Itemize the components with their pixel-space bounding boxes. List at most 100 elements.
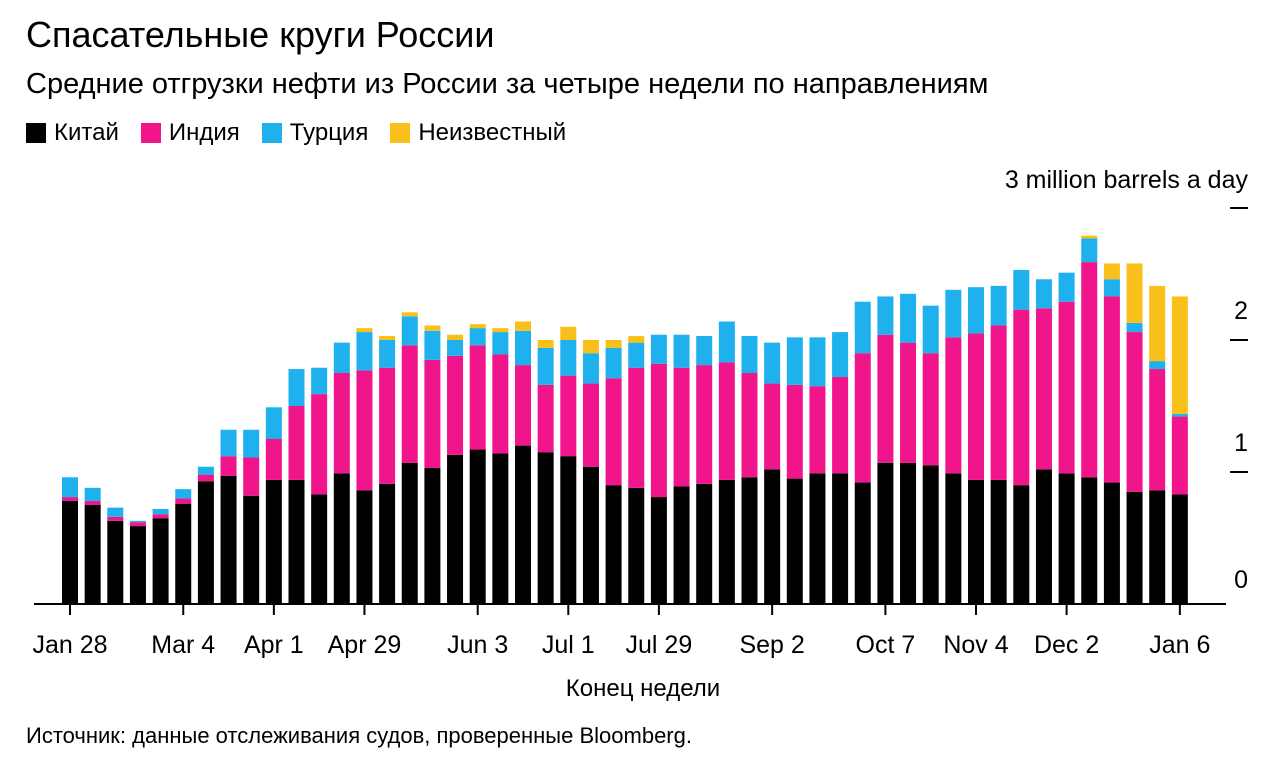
legend-item-turkey: Турция <box>261 119 369 147</box>
bar-india-19 <box>492 354 509 454</box>
bar-unknown-25 <box>628 336 645 343</box>
x-tick-label-49: Jan 6 <box>1149 631 1210 659</box>
bar-india-7 <box>220 456 237 476</box>
bar-unknown-15 <box>401 312 418 317</box>
bar-india-27 <box>673 367 690 487</box>
bar-china-40 <box>968 479 984 604</box>
bar-india-36 <box>877 334 894 463</box>
bar-turkey-19 <box>492 332 509 355</box>
x-tick-label-44: Dec 2 <box>1034 631 1099 659</box>
bar-india-20 <box>515 365 531 446</box>
x-tick-label-26: Jul 29 <box>626 631 693 659</box>
bar-turkey-26 <box>650 334 667 364</box>
x-tick-label-5: Mar 4 <box>151 631 215 659</box>
x-tick-label-13: Apr 29 <box>328 631 402 659</box>
bar-china-43 <box>1035 469 1052 604</box>
bar-india-22 <box>560 375 577 457</box>
bar-china-48 <box>1149 490 1166 604</box>
bar-china-11 <box>311 494 328 604</box>
chart-title: Спасательные круги России <box>26 14 495 55</box>
bar-india-11 <box>311 394 328 495</box>
bar-turkey-15 <box>401 316 418 346</box>
bar-turkey-8 <box>243 429 260 458</box>
legend-label-turkey: Турция <box>289 119 369 146</box>
bar-china-7 <box>220 475 237 604</box>
x-tick-label-31: Sep 2 <box>739 631 804 659</box>
bar-turkey-7 <box>220 429 237 457</box>
bar-unknown-21 <box>537 340 554 348</box>
bar-turkey-25 <box>628 342 645 368</box>
bar-india-2 <box>107 516 124 521</box>
bar-india-6 <box>197 474 214 482</box>
bar-turkey-44 <box>1058 272 1075 302</box>
bar-india-42 <box>1013 309 1030 486</box>
bar-india-40 <box>968 333 984 480</box>
bar-china-1 <box>84 505 101 604</box>
bar-china-12 <box>333 473 350 604</box>
bar-india-43 <box>1035 308 1052 470</box>
bar-turkey-28 <box>696 336 713 366</box>
bar-china-29 <box>718 479 735 604</box>
legend-swatch-india <box>140 123 161 143</box>
y-tick-label-2: 2 <box>1234 297 1248 325</box>
bar-turkey-6 <box>197 466 214 475</box>
bar-turkey-45 <box>1081 238 1098 263</box>
bar-india-30 <box>741 373 758 478</box>
bar-china-36 <box>877 462 894 604</box>
bar-turkey-48 <box>1149 361 1166 370</box>
bar-india-31 <box>764 383 781 470</box>
bar-china-8 <box>243 495 260 604</box>
bar-china-19 <box>492 453 509 604</box>
bar-turkey-38 <box>922 305 939 354</box>
bar-india-45 <box>1081 262 1098 478</box>
bar-unknown-13 <box>356 328 373 333</box>
bar-china-44 <box>1058 473 1075 604</box>
bar-turkey-41 <box>990 285 1007 326</box>
bar-india-9 <box>265 439 282 480</box>
bar-turkey-18 <box>469 328 486 346</box>
x-tick-label-0: Jan 28 <box>32 631 107 659</box>
bar-turkey-42 <box>1013 270 1030 310</box>
bar-china-33 <box>809 473 826 604</box>
bar-unknown-18 <box>469 324 486 329</box>
bar-china-24 <box>605 485 622 604</box>
bar-unknown-24 <box>605 340 622 348</box>
bar-india-33 <box>809 386 826 474</box>
x-tick-label-36: Oct 7 <box>856 631 916 659</box>
bar-china-34 <box>832 473 849 604</box>
x-axis-title: Конец недели <box>566 675 720 702</box>
bar-china-15 <box>401 462 418 604</box>
bar-turkey-27 <box>673 334 690 368</box>
bar-india-28 <box>696 365 713 484</box>
bar-china-25 <box>628 487 645 604</box>
bar-india-46 <box>1103 296 1120 483</box>
x-tick-label-22: Jul 1 <box>542 631 595 659</box>
bar-turkey-16 <box>424 330 441 360</box>
bar-turkey-32 <box>786 337 803 385</box>
bar-india-16 <box>424 359 441 469</box>
legend-item-india: Индия <box>140 119 240 147</box>
bar-turkey-11 <box>311 367 328 395</box>
bar-india-4 <box>152 514 169 519</box>
bar-unknown-48 <box>1149 285 1166 362</box>
bar-india-35 <box>854 353 871 483</box>
bar-china-38 <box>922 465 939 604</box>
bar-turkey-17 <box>447 340 464 356</box>
bar-turkey-33 <box>809 337 826 387</box>
bar-china-6 <box>197 481 214 604</box>
bar-unknown-20 <box>515 321 531 331</box>
bar-turkey-37 <box>900 293 917 343</box>
bar-china-3 <box>129 526 146 604</box>
bar-india-25 <box>628 367 645 488</box>
bar-turkey-39 <box>945 289 962 338</box>
bar-china-2 <box>107 520 124 604</box>
bar-china-16 <box>424 468 441 604</box>
bar-india-41 <box>990 325 1007 480</box>
bar-unknown-49 <box>1171 296 1188 414</box>
bar-china-0 <box>62 501 78 604</box>
bar-turkey-36 <box>877 296 894 335</box>
bar-india-26 <box>650 363 667 498</box>
bar-china-32 <box>786 478 803 604</box>
bar-india-8 <box>243 457 260 496</box>
bar-turkey-10 <box>288 369 305 406</box>
